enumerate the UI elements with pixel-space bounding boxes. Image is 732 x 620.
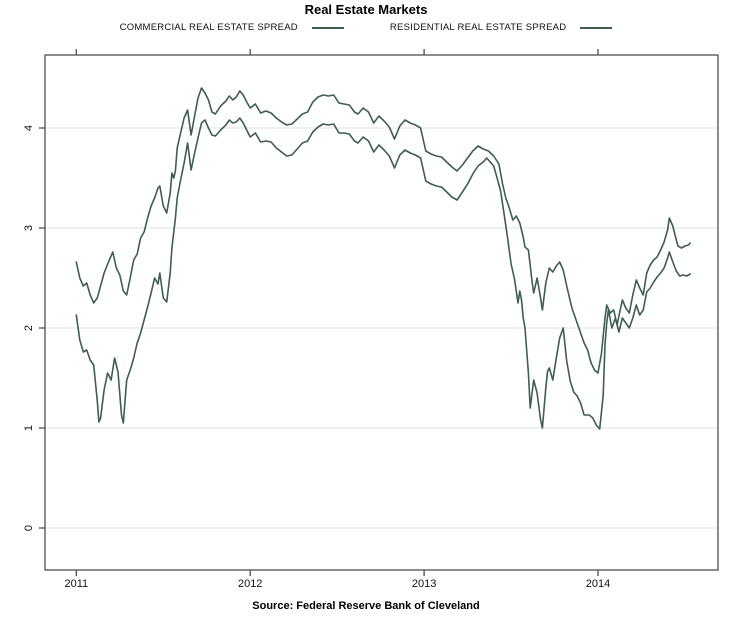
legend-item-commercial: COMMERCIAL REAL ESTATE SPREAD bbox=[120, 22, 344, 33]
legend-swatch-residential-line-icon bbox=[580, 26, 613, 29]
legend-item-residential: RESIDENTIAL REAL ESTATE SPREAD bbox=[389, 22, 613, 33]
chart-title: Real Estate Markets bbox=[304, 2, 428, 17]
source-caption: Source: Federal Reserve Bank of Clevelan… bbox=[252, 600, 480, 612]
y-tick-label: 4 bbox=[23, 125, 35, 131]
plot-box bbox=[44, 54, 719, 571]
x-tick-label: 2013 bbox=[412, 578, 436, 590]
series-line-commercial bbox=[75, 87, 692, 374]
legend-label-commercial: COMMERCIAL REAL ESTATE SPREAD bbox=[119, 22, 298, 33]
x-tick-label: 2012 bbox=[238, 578, 262, 590]
legend-swatch-commercial-line-icon bbox=[311, 26, 344, 29]
x-tick-label: 2014 bbox=[586, 578, 610, 590]
legend-label-residential: RESIDENTIAL REAL ESTATE SPREAD bbox=[389, 22, 567, 33]
y-tick-label: 1 bbox=[23, 425, 35, 431]
y-tick-label: 2 bbox=[23, 325, 35, 331]
y-tick-label: 0 bbox=[23, 525, 35, 531]
series-line-residential bbox=[75, 117, 692, 430]
x-tick-label: 2011 bbox=[64, 578, 88, 590]
y-tick-label: 3 bbox=[23, 225, 35, 231]
legend: COMMERCIAL REAL ESTATE SPREAD RESIDENTIA… bbox=[0, 22, 732, 33]
